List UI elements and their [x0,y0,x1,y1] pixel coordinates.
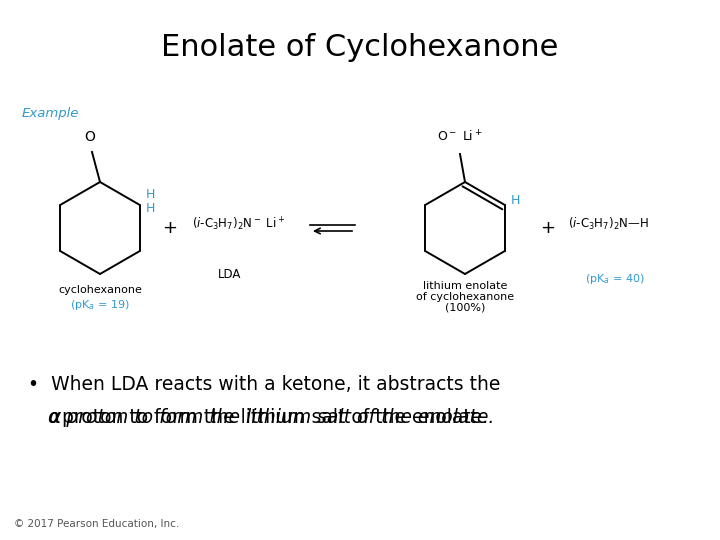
Text: Example: Example [22,106,79,119]
Text: cyclohexanone: cyclohexanone [58,285,142,295]
Text: $(i$-C$_3$H$_7)_2$N$^-$ Li$^+$: $(i$-C$_3$H$_7)_2$N$^-$ Li$^+$ [192,215,285,233]
Text: of cyclohexanone: of cyclohexanone [416,292,514,302]
Text: © 2017 Pearson Education, Inc.: © 2017 Pearson Education, Inc. [14,519,179,529]
Text: O$^-$ Li$^+$: O$^-$ Li$^+$ [437,130,483,145]
Text: LDA: LDA [218,268,242,281]
Text: α: α [48,408,60,427]
Text: •  When LDA reacts with a ketone, it abstracts the: • When LDA reacts with a ketone, it abst… [28,375,500,394]
Text: O: O [84,130,96,144]
Text: proton to form the lithium salt of the enolate.: proton to form the lithium salt of the e… [62,408,488,427]
Text: +: + [541,219,556,237]
Text: +: + [163,219,178,237]
Text: H: H [146,202,156,215]
Text: H: H [146,188,156,201]
Text: (pK$_a$ = 40): (pK$_a$ = 40) [585,272,645,286]
Text: Enolate of Cyclohexanone: Enolate of Cyclohexanone [161,33,559,63]
Text: (100%): (100%) [445,303,485,313]
Text: lithium enolate: lithium enolate [423,281,507,291]
Text: (pK$_a$ = 19): (pK$_a$ = 19) [70,298,130,312]
Text: α proton to form the lithium salt of the enolate.: α proton to form the lithium salt of the… [48,408,495,427]
Text: $(i$-C$_3$H$_7)_2$N—H: $(i$-C$_3$H$_7)_2$N—H [568,216,649,232]
Text: H: H [510,193,521,206]
